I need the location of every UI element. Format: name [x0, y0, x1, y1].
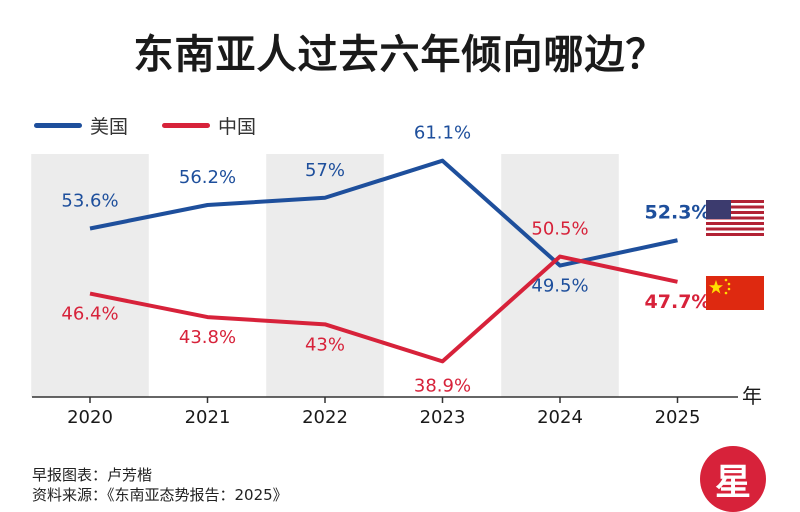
- data-label-us-2021: 56.2%: [179, 167, 236, 188]
- data-label-us-2023: 61.1%: [414, 123, 471, 144]
- data-label-us-2024: 49.5%: [531, 276, 588, 297]
- legend-swatch-us: [34, 123, 82, 128]
- us-flag-icon: [706, 200, 764, 236]
- x-tick-label-2023: 2023: [420, 407, 466, 428]
- data-label-cn-2024: 50.5%: [531, 219, 588, 240]
- x-tick-label-2022: 2022: [302, 407, 348, 428]
- data-label-cn-2020: 46.4%: [61, 304, 118, 325]
- data-label-us-2025: 52.3%: [645, 201, 711, 223]
- footer-credit: 早报图表：卢芳楷: [32, 466, 153, 484]
- x-tick-label-2020: 2020: [67, 407, 113, 428]
- legend: 美国 中国: [34, 112, 256, 139]
- x-axis-unit: 年: [742, 384, 762, 408]
- x-tick-label-2024: 2024: [537, 407, 583, 428]
- footer-source: 资料来源：《东南亚态势报告：2025》: [32, 486, 288, 504]
- data-label-us-2020: 53.6%: [61, 191, 118, 212]
- series-line-cn: [89, 254, 678, 364]
- legend-label-us: 美国: [90, 116, 129, 138]
- x-tick-label-2025: 2025: [655, 407, 701, 428]
- data-label-us-2022: 57%: [305, 160, 345, 181]
- legend-item-cn: 中国: [162, 112, 256, 139]
- legend-label-cn: 中国: [218, 116, 257, 138]
- zaobao-logo: 星: [700, 446, 766, 512]
- year-band-2022: [266, 154, 384, 397]
- data-label-cn-2021: 43.8%: [179, 327, 236, 348]
- data-label-cn-2022: 43%: [305, 334, 345, 355]
- china-flag-icon: [706, 276, 764, 310]
- legend-item-us: 美国: [34, 112, 128, 139]
- data-label-cn-2025: 47.7%: [645, 291, 711, 313]
- line-chart: 2020 2021 2022 2023 2024 2025 年 53.6% 56.2% 57% 61…: [31, 123, 762, 428]
- year-band-2024: [501, 154, 619, 397]
- x-tick-label-2021: 2021: [185, 407, 231, 428]
- chart-title: 东南亚人过去六年倾向哪边？: [133, 32, 667, 78]
- data-label-cn-2023: 38.9%: [414, 375, 471, 396]
- legend-swatch-cn: [162, 123, 211, 128]
- year-band-2020: [31, 154, 149, 397]
